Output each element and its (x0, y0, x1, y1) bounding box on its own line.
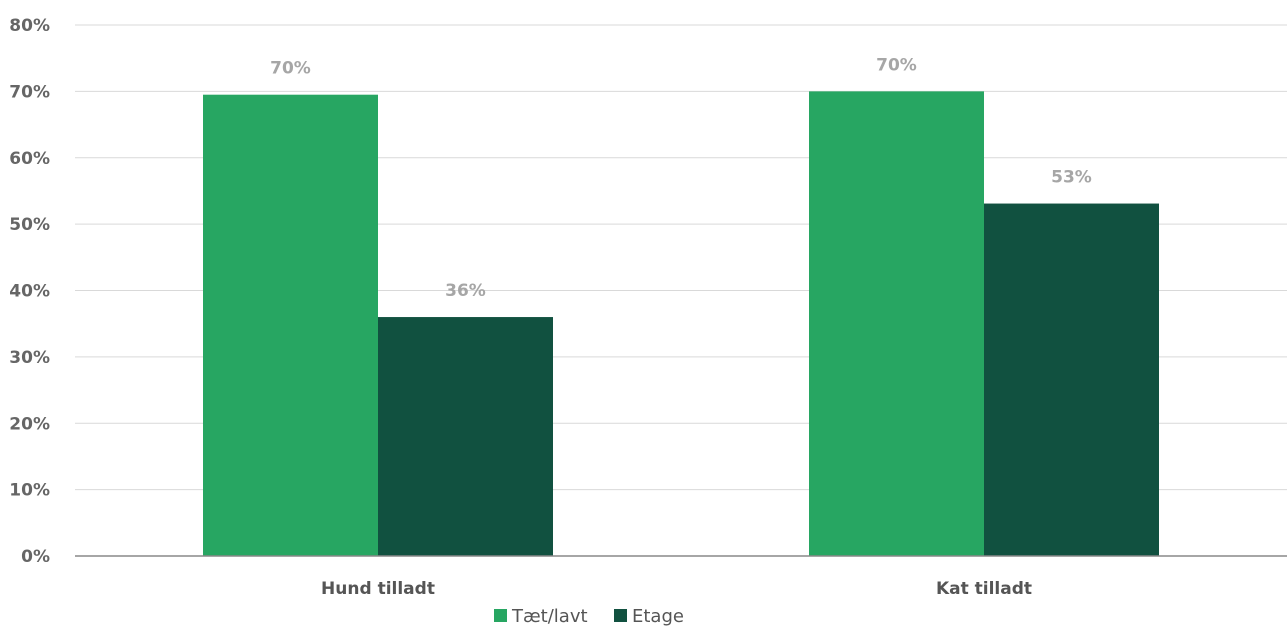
bar-taet-lavt (809, 91, 984, 556)
legend-swatch (494, 609, 507, 622)
y-tick-label: 20% (9, 414, 50, 434)
bar-etage (378, 317, 553, 556)
bar-etage (984, 203, 1159, 556)
legend: Tæt/lavt Etage (494, 606, 684, 627)
data-label: 36% (445, 281, 486, 301)
data-label: 70% (270, 59, 311, 79)
y-tick-label: 40% (9, 282, 50, 302)
y-tick-label: 70% (9, 82, 50, 102)
data-label: 53% (1051, 168, 1092, 188)
y-tick-label: 50% (9, 215, 50, 235)
data-labels: 70% 36% 70% 53% (270, 55, 1092, 301)
legend-label: Etage (632, 606, 684, 627)
legend-swatch (614, 609, 627, 622)
x-axis-categories: Hund tilladt Kat tilladt (321, 579, 1032, 599)
y-tick-label: 0% (21, 547, 50, 567)
y-tick-label: 60% (9, 149, 50, 169)
x-category-label: Hund tilladt (321, 579, 435, 599)
y-axis-ticks: 0% 10% 20% 30% 40% 50% 60% 70% 80% (9, 16, 50, 567)
y-tick-label: 80% (9, 16, 50, 36)
bars (203, 91, 1159, 556)
y-tick-label: 10% (9, 481, 50, 501)
bar-taet-lavt (203, 94, 378, 556)
y-tick-label: 30% (9, 348, 50, 368)
legend-label: Tæt/lavt (511, 606, 588, 627)
data-label: 70% (876, 55, 917, 75)
x-category-label: Kat tilladt (936, 579, 1032, 599)
